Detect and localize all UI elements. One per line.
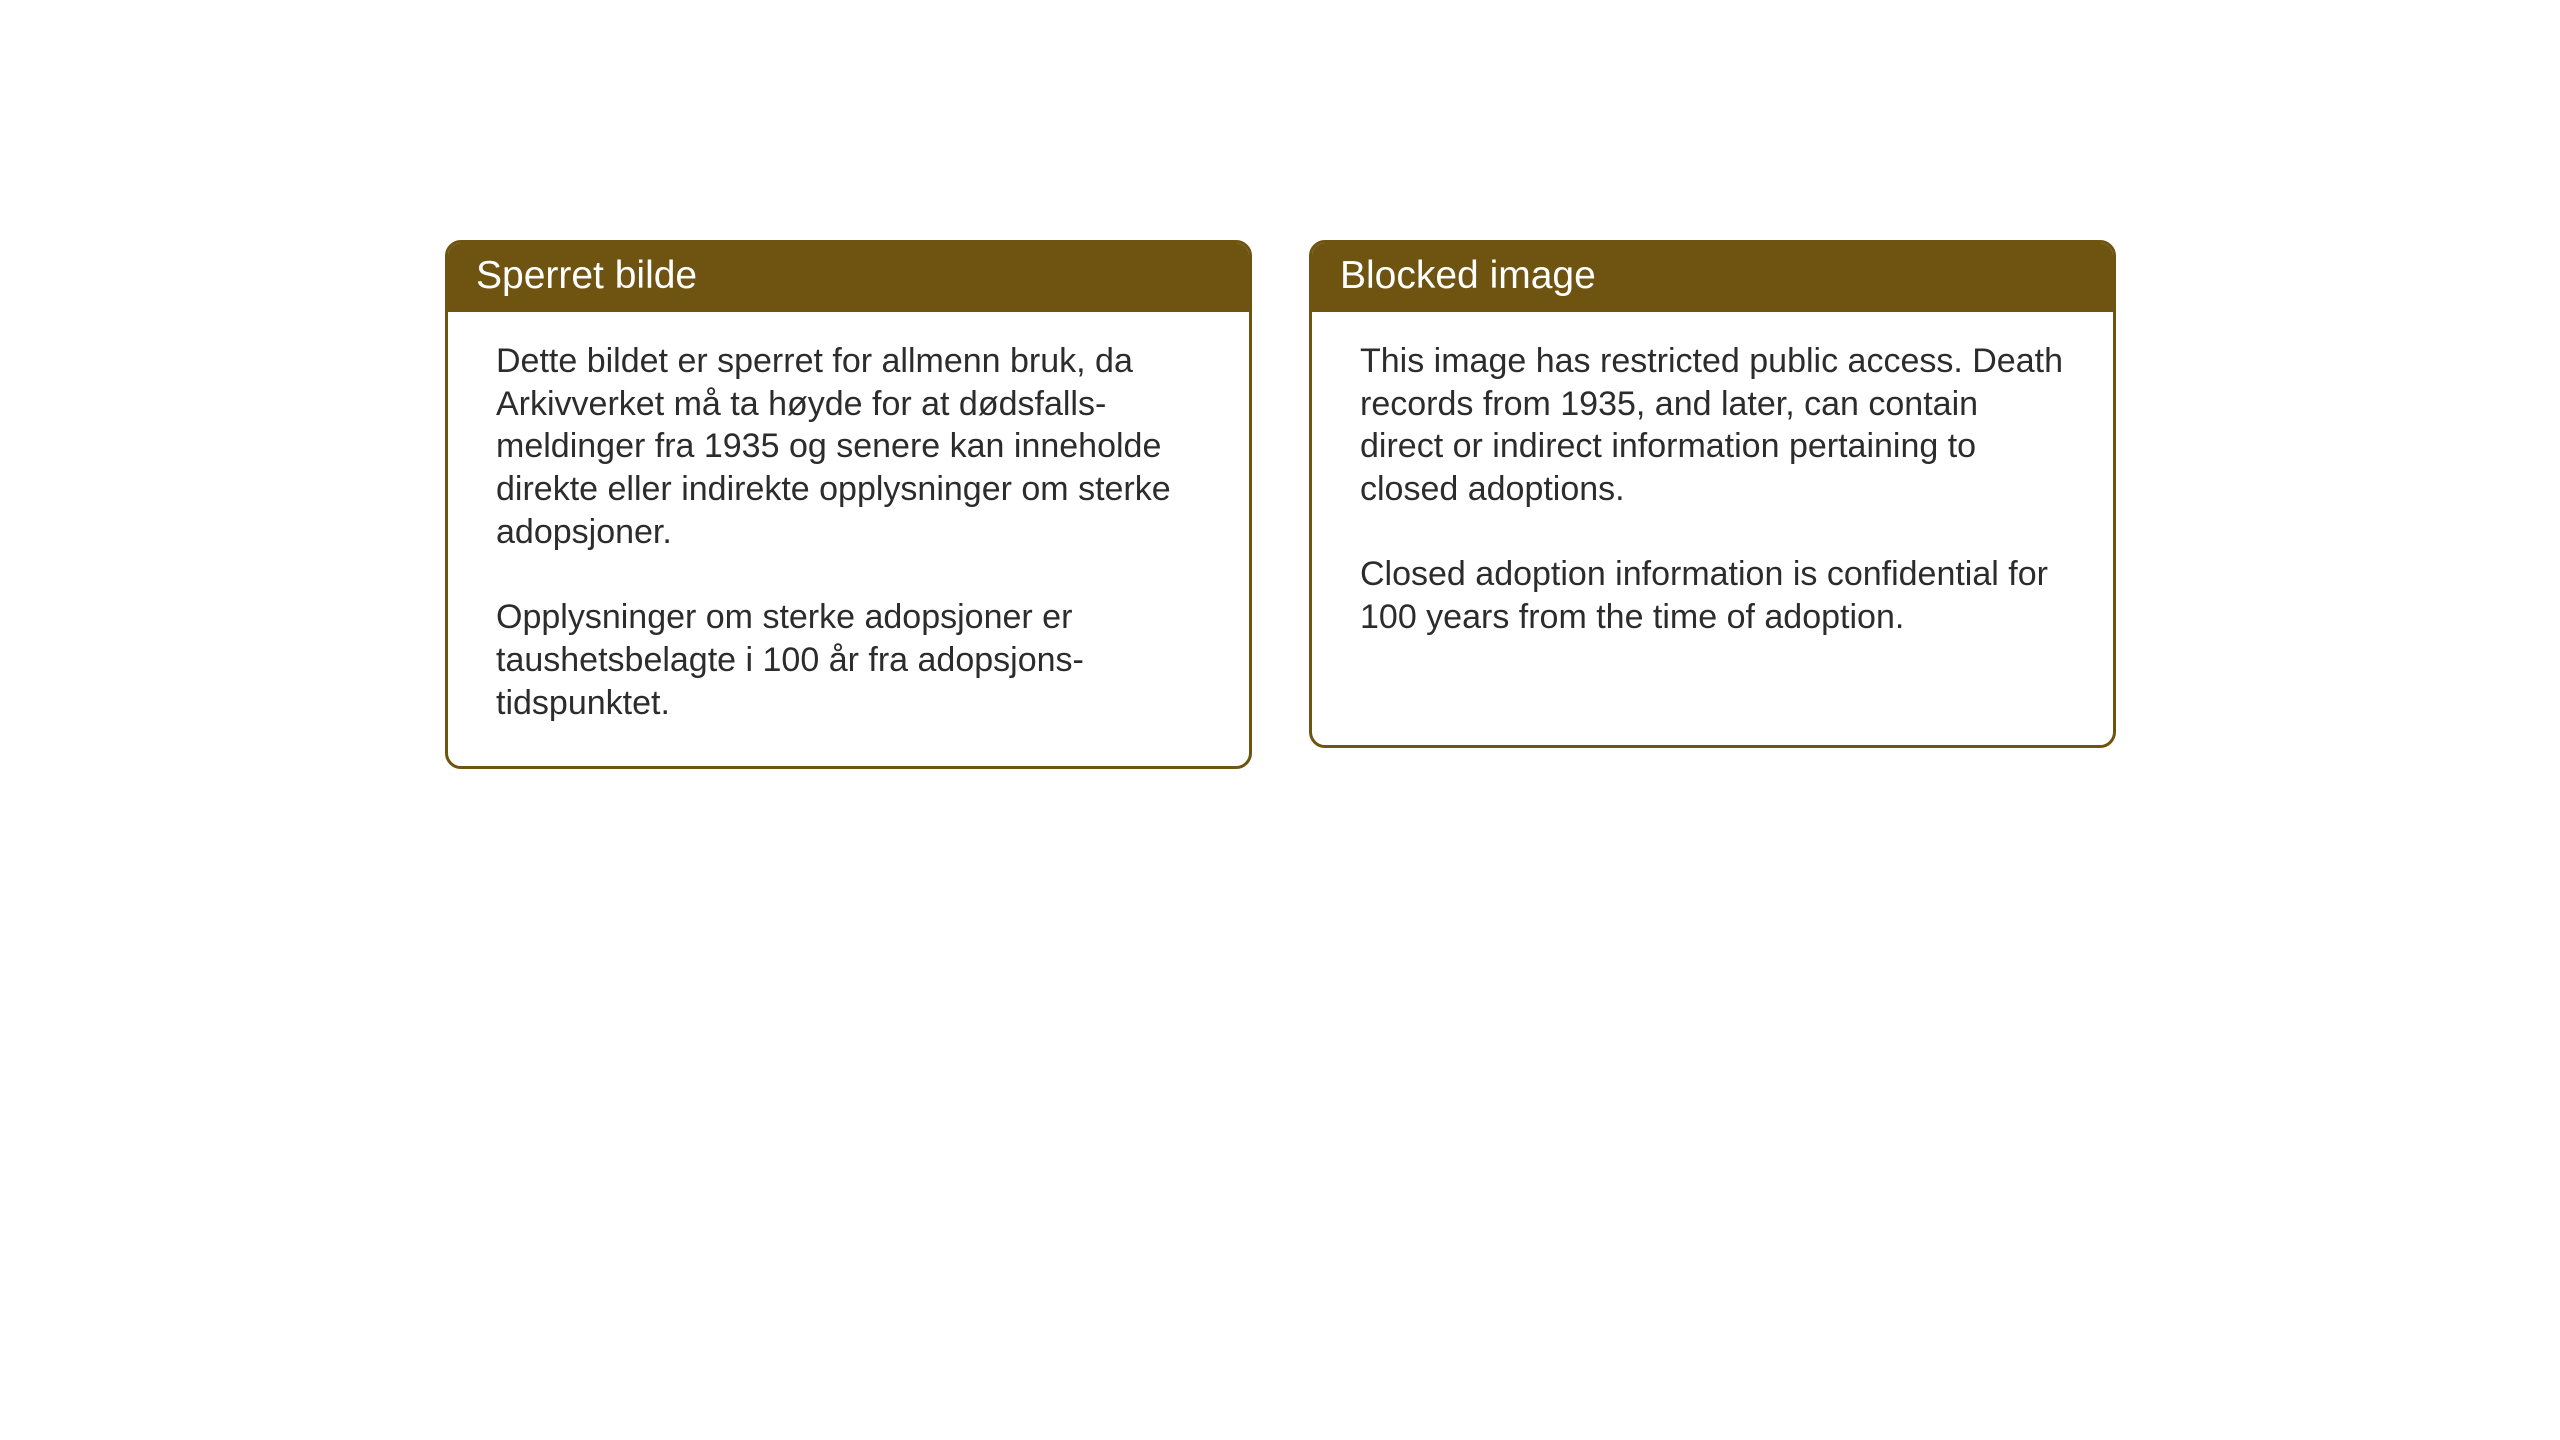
card-paragraph-1: Dette bildet er sperret for allmenn bruk… [496,340,1201,554]
card-paragraph-2: Closed adoption information is confident… [1360,553,2065,639]
notice-card-english: Blocked image This image has restricted … [1309,240,2116,748]
card-body-english: This image has restricted public access.… [1312,312,2113,681]
card-title-english: Blocked image [1312,243,2113,312]
notice-container: Sperret bilde Dette bildet er sperret fo… [445,240,2116,769]
card-body-norwegian: Dette bildet er sperret for allmenn bruk… [448,312,1249,767]
card-paragraph-2: Opplysninger om sterke adopsjoner er tau… [496,596,1201,724]
card-paragraph-1: This image has restricted public access.… [1360,340,2065,511]
notice-card-norwegian: Sperret bilde Dette bildet er sperret fo… [445,240,1252,769]
card-title-norwegian: Sperret bilde [448,243,1249,312]
